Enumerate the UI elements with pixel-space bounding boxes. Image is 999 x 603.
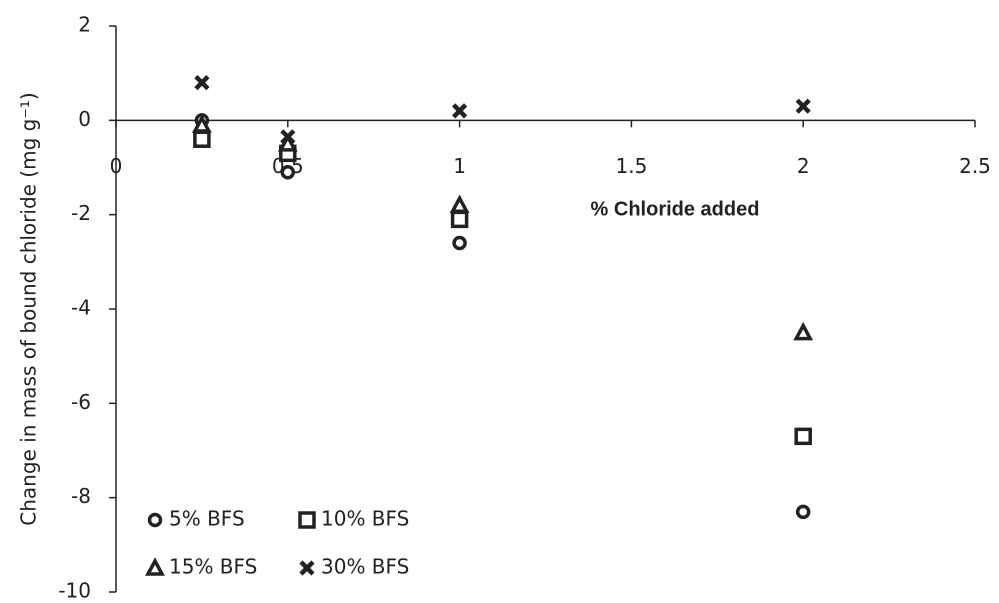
point (193, 130, 211, 148)
y-tick-label: -8 (71, 484, 91, 508)
legend-label: 15% BFS (169, 555, 257, 579)
x-tick-label: 1 (453, 154, 466, 178)
legend-marker (145, 557, 165, 576)
legend-label: 10% BFS (321, 507, 409, 531)
point (795, 504, 811, 520)
point (450, 210, 469, 229)
point (194, 75, 210, 91)
y-tick-label: -2 (71, 201, 91, 225)
y-tick-label: 2 (78, 13, 91, 37)
point (191, 114, 212, 133)
point (795, 98, 811, 114)
y-tick-label: 0 (78, 107, 91, 131)
y-tick-label: -10 (58, 579, 91, 603)
legend-label: 5% BFS (169, 507, 245, 531)
y-axis-title: Change in mass of bound chloride (mg g⁻¹… (17, 92, 41, 525)
x-tick-label: 2.5 (959, 154, 991, 178)
point (449, 194, 470, 213)
y-tick-label: -4 (71, 296, 91, 320)
point (793, 321, 814, 341)
legend-marker (147, 512, 163, 528)
x-axis-title: % Chloride added (591, 198, 760, 220)
point (280, 164, 296, 180)
x-tick-label: 1.5 (615, 154, 647, 178)
point (452, 103, 468, 119)
point (794, 427, 812, 446)
point (452, 235, 467, 251)
x-tick-label: 2 (797, 154, 810, 178)
y-tick-label: -6 (71, 390, 91, 414)
point (280, 129, 296, 145)
legend-label: 30% BFS (321, 555, 409, 579)
legend-marker (298, 511, 316, 529)
legend-marker (299, 560, 315, 576)
x-tick-label: 0 (110, 154, 123, 178)
